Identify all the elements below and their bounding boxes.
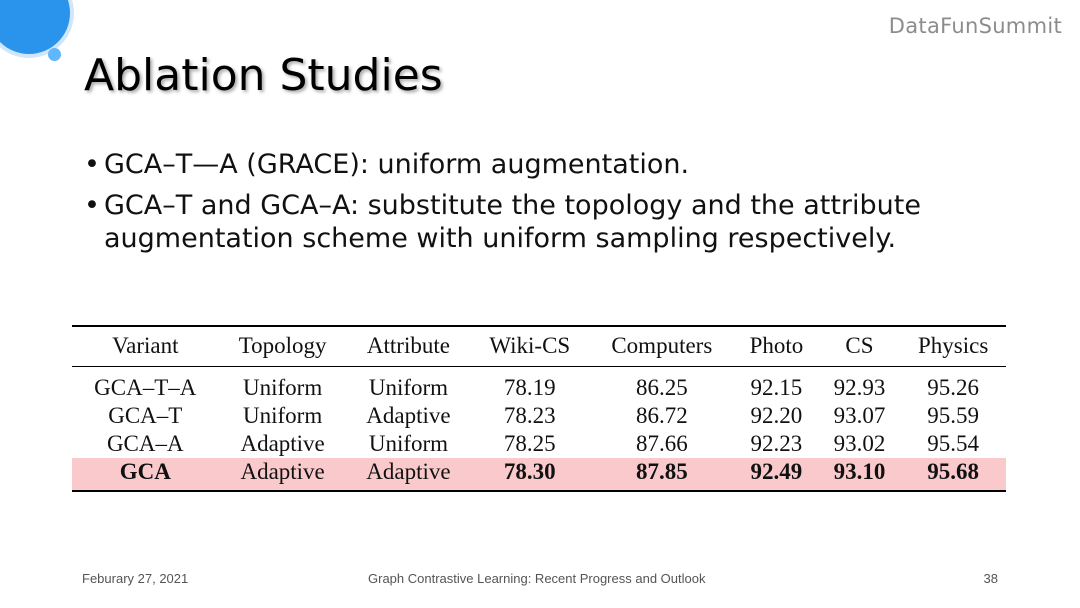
cell-variant: GCA–T–A: [94, 375, 197, 400]
header-topology: Topology: [238, 333, 327, 358]
ablation-results-table: Variant Topology Attribute Wiki-CS Compu…: [72, 325, 1006, 492]
cell-computers: 87.66: [635, 431, 688, 456]
cell-attribute: Adaptive: [366, 403, 451, 428]
cell-computers: 86.25: [635, 375, 688, 400]
cell-physics: 95.59: [927, 403, 980, 428]
cell-topology: Adaptive: [218, 458, 347, 491]
cell-photo: 92.20: [750, 403, 803, 428]
cell-photo: 92.23: [750, 431, 803, 456]
cell-cs: 93.10: [818, 458, 901, 491]
cell-variant: GCA–T: [108, 403, 183, 428]
cell-photo: 92.15: [750, 375, 803, 400]
bullet-item: GCA–T and GCA–A: substitute the topology…: [84, 189, 984, 255]
footer-caption: Graph Contrastive Learning: Recent Progr…: [368, 571, 706, 586]
cell-topology: Adaptive: [240, 431, 325, 456]
cell-attribute: Uniform: [368, 431, 449, 456]
cell-variant: GCA–A: [106, 431, 184, 456]
header-attribute: Attribute: [366, 333, 450, 358]
table-header-row: Variant Topology Attribute Wiki-CS Compu…: [72, 326, 1006, 367]
cell-physics: 95.68: [900, 458, 1006, 491]
page-number: 38: [983, 571, 998, 586]
header-computers: Computers: [611, 333, 713, 358]
slide-title: Ablation Studies: [84, 50, 443, 101]
cell-variant: GCA: [72, 458, 219, 491]
header-physics: Physics: [918, 333, 989, 358]
brand-logo-text: DataFunSummit: [888, 14, 1062, 38]
cell-computers: 86.72: [635, 403, 688, 428]
bullet-list: GCA–T—A (GRACE): uniform augmentation. G…: [84, 148, 984, 263]
cell-topology: Uniform: [243, 375, 323, 400]
cell-topology: Uniform: [243, 403, 323, 428]
cell-photo: 92.49: [734, 458, 819, 491]
header-photo: Photo: [749, 333, 804, 358]
header-cs: CS: [845, 333, 874, 358]
cell-wiki-cs: 78.30: [470, 458, 590, 491]
cell-attribute: Uniform: [368, 375, 449, 400]
cell-computers: 87.85: [589, 458, 735, 491]
table-row-highlighted: GCA Adaptive Adaptive 78.30 87.85 92.49 …: [72, 458, 1006, 491]
decorative-dot-icon: [48, 48, 61, 61]
cell-physics: 95.26: [927, 375, 980, 400]
table-row: GCA–T Uniform Adaptive 78.23 86.72 92.20…: [72, 402, 1006, 430]
cell-cs: 93.02: [833, 431, 886, 456]
cell-cs: 93.07: [833, 403, 886, 428]
header-variant: Variant: [112, 333, 179, 358]
results-table-container: Variant Topology Attribute Wiki-CS Compu…: [72, 325, 1006, 492]
footer-date: Feburary 27, 2021: [82, 571, 189, 586]
decorative-circle-icon: [0, 0, 70, 54]
cell-wiki-cs: 78.25: [503, 431, 556, 456]
header-wiki-cs: Wiki-CS: [489, 333, 571, 358]
cell-wiki-cs: 78.19: [503, 375, 556, 400]
cell-attribute: Adaptive: [346, 458, 471, 491]
bullet-item: GCA–T—A (GRACE): uniform augmentation.: [84, 148, 984, 181]
table-row: GCA–A Adaptive Uniform 78.25 87.66 92.23…: [72, 430, 1006, 458]
table-row: GCA–T–A Uniform Uniform 78.19 86.25 92.1…: [72, 367, 1006, 403]
cell-cs: 92.93: [833, 375, 886, 400]
cell-physics: 95.54: [927, 431, 980, 456]
cell-wiki-cs: 78.23: [503, 403, 556, 428]
